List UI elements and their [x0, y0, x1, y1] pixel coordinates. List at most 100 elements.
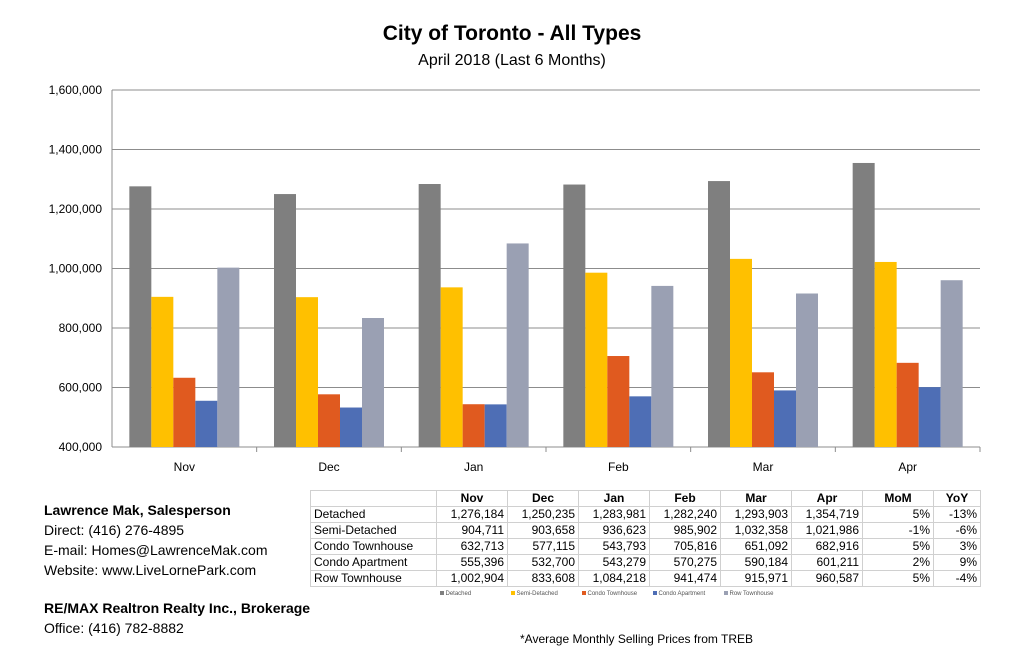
table-cell: 632,713: [436, 538, 508, 555]
bar-row-townhouse: [362, 318, 384, 447]
bar-semi-detached: [874, 261, 897, 447]
table-cell: 1,250,235: [507, 506, 579, 523]
table-cell: 915,971: [720, 570, 792, 587]
x-tick-label: Jan: [464, 460, 483, 474]
legend-item: Condo Townhouse: [579, 587, 650, 603]
y-tick-label: 800,000: [59, 321, 103, 335]
table-cell: 1,354,719: [791, 506, 863, 523]
table-cell: 985,902: [649, 522, 721, 539]
row-label: Detached: [310, 506, 437, 523]
x-tick-label: Feb: [608, 460, 629, 474]
bar-semi-detached: [151, 296, 174, 447]
table-row: Condo Apartment 555,396 532,700 543,279 570,…: [310, 554, 981, 571]
y-tick-label: 400,000: [59, 440, 103, 454]
table-cell: 5%: [862, 506, 934, 523]
table-cell: -13%: [933, 506, 981, 523]
table-cell: -6%: [933, 522, 981, 539]
table-header-cell: [310, 490, 437, 507]
table-row: Row Townhouse 1,002,904 833,608 1,084,218 94…: [310, 570, 981, 587]
legend-label: Condo Apartment: [658, 591, 706, 597]
table-header-cell: Mar: [720, 490, 792, 507]
table-cell: 3%: [933, 538, 981, 555]
y-tick-label: 600,000: [59, 381, 103, 395]
table-cell: 543,279: [578, 554, 650, 571]
table-cell: 570,275: [649, 554, 721, 571]
bar-condo-apartment: [918, 387, 941, 447]
bar-condo-townhouse: [462, 404, 485, 447]
chart-title: City of Toronto - All Types: [382, 22, 642, 45]
website-text: Website: www.LiveLornePark.com: [44, 562, 257, 578]
table-cell: 682,916: [791, 538, 863, 555]
bar-condo-townhouse: [607, 356, 630, 447]
table-cell: 601,211: [791, 554, 863, 571]
bar-row-townhouse: [940, 280, 963, 447]
table-cell: 1,021,986: [791, 522, 863, 539]
table-cell: 590,184: [720, 554, 792, 571]
bar-condo-apartment: [774, 390, 796, 447]
table-cell: 9%: [933, 554, 981, 571]
table-cell: 833,608: [507, 570, 579, 587]
bar-semi-detached: [296, 297, 318, 447]
bar-detached: [708, 181, 730, 448]
table-cell: 577,115: [507, 538, 579, 555]
row-label: Row Townhouse: [310, 570, 437, 587]
bar-row-townhouse: [651, 285, 674, 447]
table-cell: 1,293,903: [720, 506, 792, 523]
bar-condo-townhouse: [896, 362, 919, 447]
legend-swatch: [510, 591, 515, 596]
legend-label: Detached: [445, 591, 472, 597]
bar-semi-detached: [585, 272, 608, 447]
bar-semi-detached: [440, 287, 463, 447]
table-cell: 2%: [862, 554, 934, 571]
y-tick-label: 1,000,000: [49, 262, 103, 276]
table-header-cell: Nov: [436, 490, 508, 507]
email-text: E-mail: Homes@LawrenceMak.com: [44, 542, 268, 558]
chart-subtitle: April 2018 (Last 6 Months): [418, 52, 606, 69]
bar-condo-townhouse: [752, 372, 774, 447]
bar-chart: 400,000 600,000 800,000 1,000,000 1,200,000 1…: [49, 83, 981, 474]
bar-row-townhouse: [506, 243, 529, 447]
legend-item: Detached: [437, 587, 508, 603]
table-cell: 1,283,981: [578, 506, 650, 523]
legend-swatch: [723, 591, 728, 596]
bar-semi-detached: [730, 258, 752, 447]
table-cell: 651,092: [720, 538, 792, 555]
data-table: Nov Dec Jan Feb Mar Apr MoM YoY Detached…: [310, 490, 981, 602]
legend-label: Condo Townhouse: [587, 591, 638, 597]
bar-condo-apartment: [629, 396, 652, 447]
table-cell: 1,084,218: [578, 570, 650, 587]
table-cell: 5%: [862, 538, 934, 555]
bar-condo-apartment: [340, 407, 362, 447]
table-row: Semi-Detached 904,711 903,658 936,623 985,90…: [310, 522, 981, 539]
table-cell: 555,396: [436, 554, 508, 571]
table-cell: 1,282,240: [649, 506, 721, 523]
row-label: Condo Townhouse: [310, 538, 437, 555]
table-cell: 904,711: [436, 522, 508, 539]
table-cell: 532,700: [507, 554, 579, 571]
bar-condo-townhouse: [173, 377, 196, 447]
y-tick-label: 1,600,000: [49, 83, 103, 97]
legend-label: Semi-Detached: [516, 591, 558, 597]
legend-swatch: [439, 591, 444, 596]
bar-detached: [563, 184, 586, 447]
office-phone: Office: (416) 782-8882: [44, 620, 184, 636]
legend-item: Semi-Detached: [508, 587, 579, 603]
bar-row-townhouse: [796, 293, 818, 447]
table-header-cell: Jan: [578, 490, 650, 507]
table-cell: 903,658: [507, 522, 579, 539]
legend-label: Row Townhouse: [729, 591, 774, 597]
y-tick-label: 1,400,000: [49, 143, 103, 157]
bar-row-townhouse: [217, 267, 240, 447]
table-cell: 705,816: [649, 538, 721, 555]
table-header-cell: YoY: [933, 490, 981, 507]
legend-item: Row Townhouse: [721, 587, 792, 603]
table-header-cell: MoM: [862, 490, 934, 507]
table-cell: 5%: [862, 570, 934, 587]
legend-item: Condo Apartment: [650, 587, 721, 603]
brokerage-name: RE/MAX Realtron Realty Inc., Brokerage: [44, 600, 311, 616]
bar-detached: [274, 194, 296, 447]
legend-swatch: [652, 591, 657, 596]
bar-detached: [129, 186, 152, 447]
bar-condo-apartment: [195, 400, 218, 447]
table-cell: 543,793: [578, 538, 650, 555]
